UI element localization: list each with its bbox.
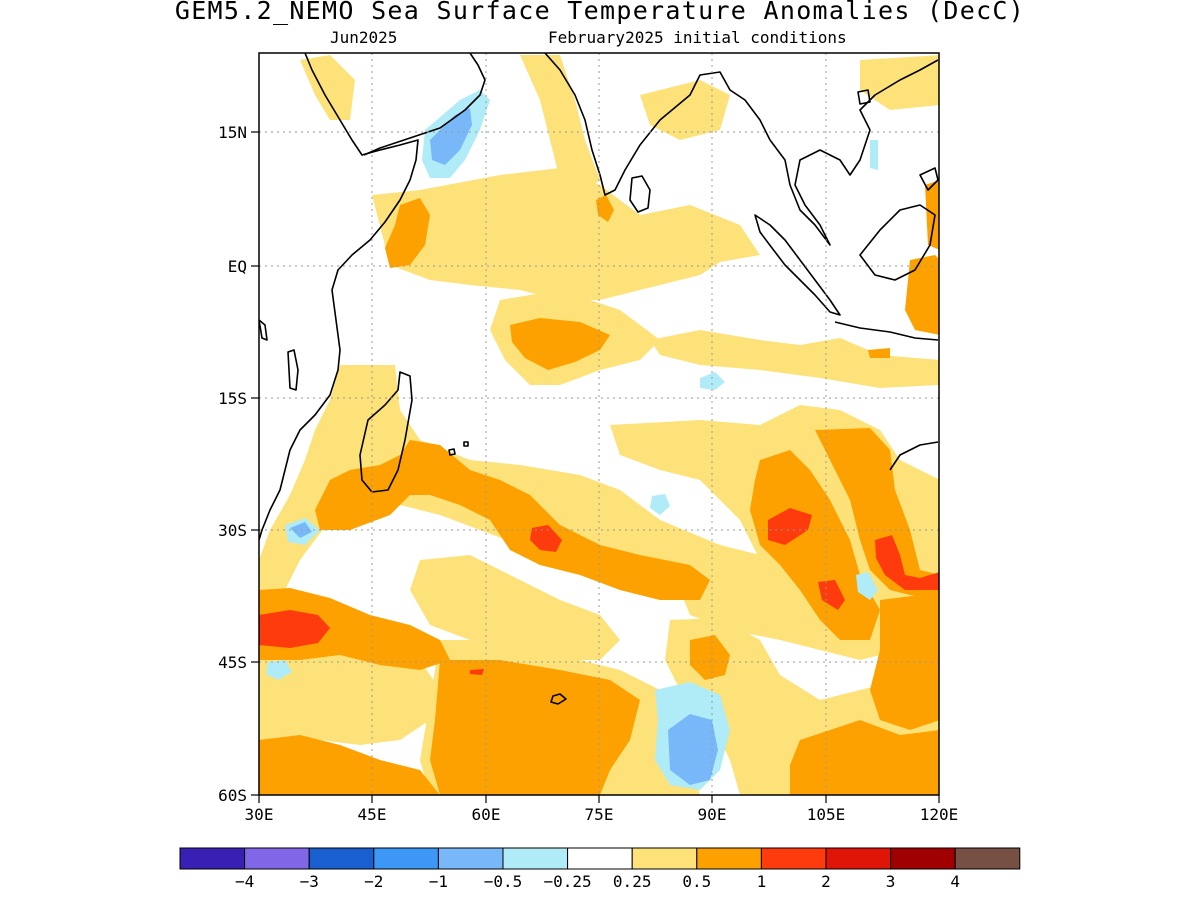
- sumatra-coast: [754, 214, 841, 316]
- sri-lanka-coast: [629, 175, 651, 213]
- colorbar-label: −4: [235, 872, 254, 891]
- anomaly-field: [259, 53, 939, 795]
- initial-conditions-label: February2025 initial conditions: [548, 28, 847, 47]
- anomaly-0.5-1-regions: [259, 180, 939, 795]
- lon-label: 60E: [472, 805, 501, 824]
- kerguelen-island: [550, 693, 567, 705]
- southeast-asia-coast: [769, 59, 939, 246]
- colorbar-swatch: [437, 847, 504, 870]
- lake-outline: [287, 349, 299, 391]
- longitude-labels: 30E 45E 60E 75E 90E 105E 120E: [245, 805, 959, 824]
- lat-label: EQ: [228, 257, 247, 276]
- colorbar-swatch: [631, 847, 698, 870]
- colorbar-label: 2: [821, 872, 831, 891]
- lon-label: 90E: [698, 805, 727, 824]
- anomaly-cool-regions: [266, 90, 878, 790]
- colorbar-label: −0.25: [544, 872, 592, 891]
- colorbar-swatch: [890, 847, 956, 870]
- colorbar-label: 0.5: [682, 872, 711, 891]
- africa-coast: [259, 53, 419, 541]
- latitude-labels: 15N EQ 15S 30S 45S 60S: [218, 123, 247, 805]
- tick-marks: [251, 131, 940, 803]
- lon-label: 120E: [920, 805, 959, 824]
- lat-label: 15S: [218, 389, 247, 408]
- mauritius-island: [448, 448, 456, 456]
- colorbar-label: −2: [364, 872, 383, 891]
- lon-label: 45E: [358, 805, 387, 824]
- borneo-coast: [859, 204, 936, 281]
- colorbar-swatch: [954, 847, 1021, 870]
- colorbar-label: 0.25: [613, 872, 652, 891]
- gridlines: [259, 53, 939, 795]
- philippines-coast: [919, 167, 939, 191]
- colorbar-swatch: [179, 847, 246, 870]
- lon-label: 75E: [585, 805, 614, 824]
- colorbar-label: 4: [950, 872, 960, 891]
- colorbar-label: 3: [886, 872, 896, 891]
- colorbar-swatch: [825, 847, 892, 870]
- arabia-coast: [363, 53, 486, 156]
- colorbar-label: −1: [429, 872, 448, 891]
- india-coast: [544, 53, 771, 196]
- colorbar-swatch: [373, 847, 439, 870]
- lat-label: 45S: [218, 653, 247, 672]
- colorbar-swatch: [760, 847, 827, 870]
- reunion-island: [463, 441, 469, 447]
- colorbar-swatch: [696, 847, 762, 870]
- map-title: GEM5.2_NEMO Sea Surface Temperature Anom…: [174, 0, 1026, 25]
- colorbar: −4 −3 −2 −1 −0.5 −0.25 0.25 0.5 1 2 3 4: [179, 847, 1021, 891]
- colorbar-swatch: [244, 847, 310, 870]
- colorbar-label: 1: [757, 872, 767, 891]
- anomaly-1-2-regions: [259, 508, 939, 675]
- australia-coast: [889, 441, 939, 471]
- colorbar-swatch: [308, 847, 375, 870]
- colorbar-label: −0.5: [484, 872, 523, 891]
- lat-label: 60S: [218, 786, 247, 805]
- colorbar-label: −3: [300, 872, 319, 891]
- lon-label: 105E: [807, 805, 846, 824]
- lon-label: 30E: [245, 805, 274, 824]
- lat-label: 15N: [218, 123, 247, 142]
- lake-victoria-outline: [259, 319, 268, 341]
- forecast-month: Jun2025: [330, 28, 398, 47]
- java-coast: [834, 321, 939, 341]
- colorbar-swatch: [567, 847, 633, 870]
- hainan-coast: [857, 89, 871, 105]
- colorbar-swatch: [502, 847, 569, 870]
- lat-label: 30S: [218, 521, 247, 540]
